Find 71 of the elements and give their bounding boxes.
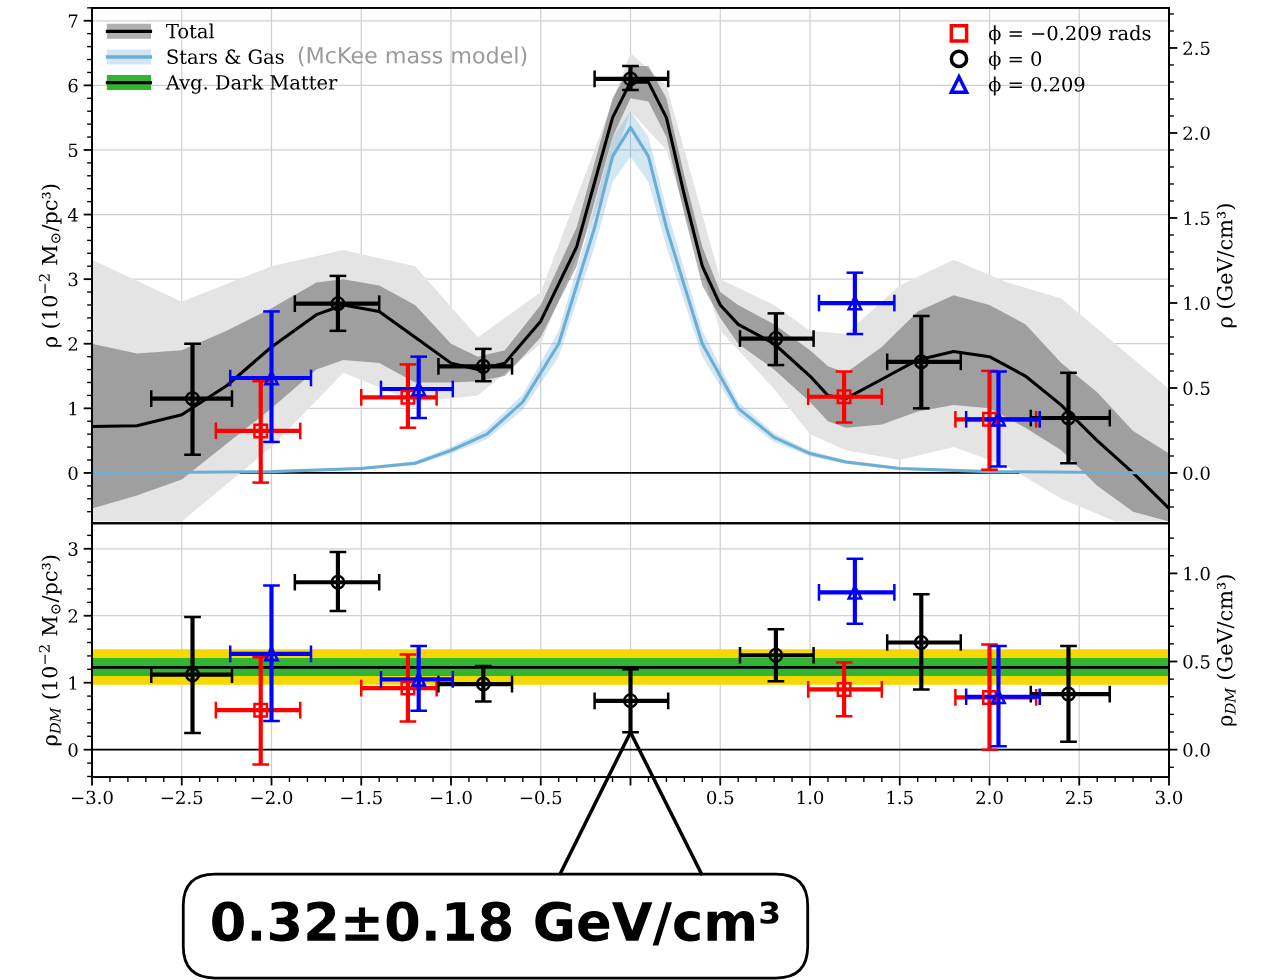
point: [330, 574, 346, 590]
y-tick-label: 5: [68, 143, 78, 158]
point: [768, 331, 784, 347]
point: [990, 411, 1006, 427]
point: [1060, 410, 1076, 426]
point: [411, 671, 427, 687]
x-tick-label: −1.5: [341, 790, 382, 805]
y2-tick-label: 0.0: [1183, 743, 1210, 757]
x-tick-label: −1.0: [430, 790, 472, 805]
point: [847, 584, 863, 600]
point: [913, 635, 929, 651]
y2-tick-label: 2.0: [1183, 126, 1210, 141]
x-tick-label: −0.5: [520, 790, 562, 805]
point: [330, 296, 346, 312]
x-tick-label: 2.5: [1066, 790, 1093, 805]
point: [475, 358, 491, 374]
point: [847, 295, 863, 311]
y-tick-label: 0: [68, 466, 78, 481]
point: [411, 381, 427, 397]
point: [253, 702, 269, 718]
y2-tick-label: 0.5: [1183, 381, 1210, 396]
y-tick-label: 4: [67, 208, 78, 222]
y-tick-label: 7: [68, 14, 78, 28]
y-tick-label: 2: [68, 609, 78, 623]
annotation: (McKee mass model): [298, 46, 527, 67]
x-tick-label: 1.0: [797, 790, 824, 805]
point: [768, 647, 784, 663]
point: [264, 646, 279, 662]
x-tick-label: 3.0: [1156, 790, 1183, 805]
point: [623, 71, 638, 87]
point: [185, 667, 201, 683]
y2-tick-label: 1.0: [1184, 296, 1210, 311]
x-tick-label: −3.0: [71, 790, 113, 805]
point: [475, 676, 491, 692]
y2-tick-label: 0.5: [1183, 654, 1210, 669]
y-tick-label: 1: [69, 676, 77, 690]
x-tick-label: 2.0: [976, 790, 1003, 805]
point: [836, 681, 852, 697]
y-tick-label: 6: [68, 78, 78, 93]
y-axis-title: ρ$_{DM}$ (10$^{−2}$ M$_{⊙}$/pc³): [38, 555, 62, 746]
point: [623, 693, 638, 709]
y2-tick-label: 0.0: [1183, 466, 1210, 481]
legend-label: ϕ = 0: [988, 50, 1042, 70]
y-tick-label: 0: [68, 743, 78, 757]
y-tick-label: 2: [68, 337, 78, 351]
x-tick-label: 1.5: [887, 790, 913, 805]
legend-label: Total: [166, 23, 215, 39]
y-axis-title: ρ (10$^{−2}$ M$_{⊙}$/pc³): [38, 184, 62, 347]
point: [1060, 686, 1076, 702]
legend-label: ϕ = 0.209: [988, 76, 1085, 96]
y-tick-label: 3: [68, 542, 78, 556]
y2-tick-label: 1.5: [1184, 211, 1210, 226]
point: [990, 689, 1006, 705]
legend-label: ϕ = −0.209 rads: [988, 25, 1151, 45]
point: [253, 423, 269, 439]
y-tick-label: 3: [68, 272, 78, 287]
point: [913, 354, 929, 370]
x-tick-label: −2.0: [251, 790, 293, 805]
y2-tick-label: 2.5: [1183, 41, 1210, 56]
annotation: 0.32±0.18 GeV/cm³: [212, 901, 779, 946]
point: [264, 370, 279, 386]
legend-label: Avg. Dark Matter: [165, 74, 338, 94]
y2-axis-title: ρ (GeV/cm³): [1216, 204, 1237, 328]
y-tick-label: 1: [69, 401, 77, 416]
legend-label: Stars & Gas: [167, 49, 284, 65]
y2-tick-label: 1.0: [1184, 566, 1210, 581]
point: [836, 389, 852, 405]
point: [185, 391, 201, 407]
y2-axis-title: ρ$_{DM}$ (GeV/cm³): [1216, 575, 1237, 726]
x-tick-label: −2.5: [161, 790, 203, 805]
x-tick-label: 0.5: [707, 790, 734, 805]
